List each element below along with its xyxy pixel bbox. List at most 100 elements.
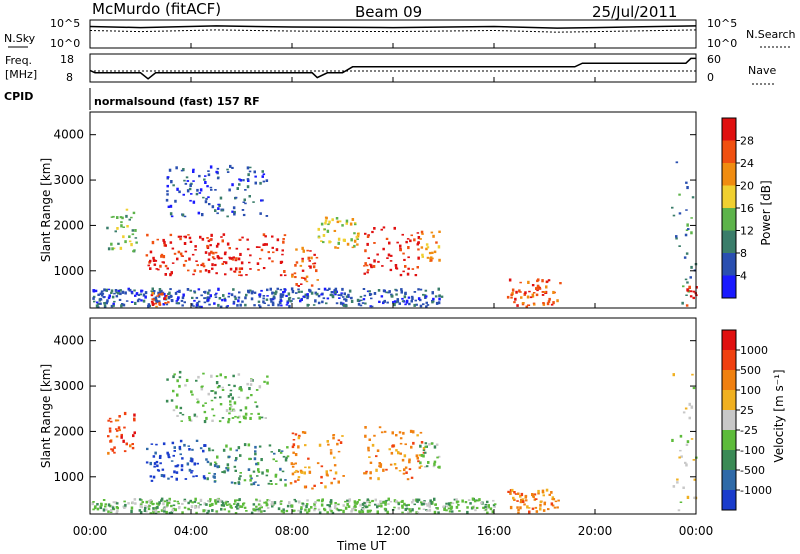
velocity-cell xyxy=(252,482,256,486)
power-cell xyxy=(271,291,274,295)
velocity-cell xyxy=(334,471,338,475)
power-cell xyxy=(103,306,107,308)
velocity-cell xyxy=(316,462,320,465)
velocity-cell xyxy=(382,501,385,504)
power-cell xyxy=(114,289,118,292)
power-cell xyxy=(309,250,312,252)
power-cell xyxy=(175,166,178,170)
power-cell xyxy=(431,251,434,254)
velocity-cell xyxy=(286,455,290,458)
power-cell xyxy=(261,170,264,173)
power-cell xyxy=(193,299,196,302)
velocity-cell xyxy=(227,384,231,386)
power-cell xyxy=(110,242,113,246)
velocity-cell xyxy=(525,499,528,502)
power-cell xyxy=(122,226,125,228)
velocity-cell xyxy=(326,440,329,443)
velocity-cell xyxy=(384,500,387,504)
power-cell xyxy=(265,179,269,182)
velocity-cell xyxy=(433,497,436,501)
velocity-cell xyxy=(420,465,423,467)
velocity-cell xyxy=(365,470,368,473)
velocity-cell xyxy=(466,510,469,514)
velocity-cell xyxy=(348,498,351,502)
power-cell xyxy=(371,230,374,234)
velocity-colorbar-swatch xyxy=(722,490,736,510)
velocity-cell xyxy=(183,498,187,502)
power-cell xyxy=(192,180,195,182)
velocity-cell xyxy=(512,496,515,500)
velocity-cell xyxy=(303,485,307,489)
power-cell xyxy=(121,216,124,220)
velocity-cell xyxy=(176,379,179,383)
power-cell xyxy=(378,300,381,303)
velocity-cell xyxy=(305,503,309,506)
power-cell xyxy=(228,256,231,259)
velocity-cell xyxy=(179,439,183,443)
velocity-cell xyxy=(220,507,223,511)
power-cell xyxy=(391,294,394,298)
velocity-cell xyxy=(484,509,488,511)
power-cell xyxy=(136,299,140,303)
power-cell xyxy=(244,202,247,205)
power-cell xyxy=(154,296,158,300)
velocity-cell xyxy=(166,503,169,507)
power-cell xyxy=(373,227,376,230)
power-cell xyxy=(428,251,432,255)
power-cell xyxy=(217,242,220,246)
velocity-cell xyxy=(115,506,119,509)
velocity-cell xyxy=(329,469,332,472)
velocity-cell xyxy=(233,401,237,405)
power-cell xyxy=(322,297,326,300)
cpid-label: CPID xyxy=(4,90,33,103)
velocity-cell xyxy=(385,468,388,471)
velocity-ytick-label: 2000 xyxy=(53,424,84,438)
velocity-cell xyxy=(252,470,256,473)
velocity-cell xyxy=(102,508,106,512)
power-cell xyxy=(149,267,152,270)
power-cell xyxy=(257,269,260,271)
power-cell xyxy=(154,259,158,262)
power-cell xyxy=(156,295,159,297)
velocity-cell xyxy=(170,399,174,402)
power-cell xyxy=(317,227,320,231)
velocity-cell xyxy=(307,457,310,460)
velocity-cell xyxy=(235,457,238,460)
power-cell xyxy=(396,298,399,302)
power-cell xyxy=(404,303,407,306)
velocity-cell xyxy=(401,504,404,508)
velocity-cell xyxy=(223,508,226,511)
x-tick-label: 12:00 xyxy=(376,524,411,538)
power-cell xyxy=(279,295,283,299)
velocity-colorbar-swatch xyxy=(722,370,736,390)
velocity-cell xyxy=(258,385,262,389)
velocity-cell xyxy=(436,456,439,459)
velocity-cell xyxy=(195,439,199,442)
power-cell xyxy=(390,254,393,257)
velocity-cell xyxy=(171,508,174,512)
velocity-cell xyxy=(117,426,121,430)
power-cell xyxy=(236,187,239,190)
power-cell xyxy=(684,278,688,281)
power-cell xyxy=(214,189,217,191)
beam-title: Beam 09 xyxy=(355,3,422,21)
velocity-cell xyxy=(676,481,679,484)
power-cell xyxy=(335,290,338,293)
velocity-cell xyxy=(672,373,675,377)
velocity-cell xyxy=(255,462,258,466)
power-cell xyxy=(283,270,286,273)
velocity-cell xyxy=(252,503,256,506)
power-cell xyxy=(416,232,420,234)
velocity-cell xyxy=(685,463,688,467)
velocity-cell xyxy=(173,500,176,502)
velocity-cell xyxy=(134,502,137,505)
power-cell xyxy=(545,285,548,289)
power-cell xyxy=(401,297,404,300)
power-cell xyxy=(318,236,321,239)
velocity-cell xyxy=(367,449,370,452)
velocity-cell xyxy=(493,506,496,508)
power-cell xyxy=(328,240,331,244)
power-cell xyxy=(353,222,357,224)
velocity-cell xyxy=(260,416,264,419)
velocity-cell xyxy=(450,505,453,509)
